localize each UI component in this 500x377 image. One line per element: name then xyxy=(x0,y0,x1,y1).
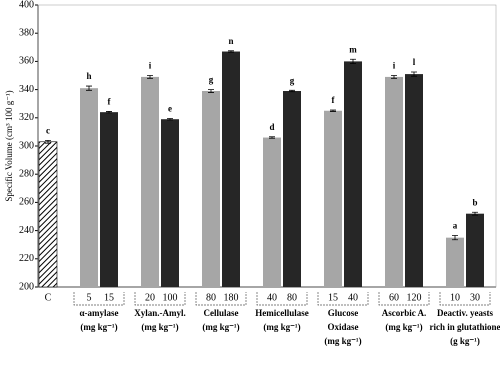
significance-letter: g xyxy=(209,75,214,85)
bar xyxy=(466,213,484,287)
y-tick-label: 280 xyxy=(19,168,34,179)
group-label: Ascorbic A. xyxy=(382,308,427,318)
group-bracket xyxy=(378,292,430,306)
x-tick-label: 80 xyxy=(287,292,297,303)
bar xyxy=(385,76,403,287)
bar xyxy=(405,74,423,287)
y-tick-label: 300 xyxy=(19,140,34,151)
x-tick-label: 20 xyxy=(145,292,155,303)
significance-letter: c xyxy=(46,125,50,135)
x-tick-label: 40 xyxy=(267,292,277,303)
x-tick-label: 100 xyxy=(163,292,178,303)
x-tick-label: 15 xyxy=(104,292,114,303)
group-bracket xyxy=(73,292,125,306)
y-tick-label: 360 xyxy=(19,56,34,67)
significance-letter: d xyxy=(269,122,274,132)
group-label: Glucose xyxy=(328,308,359,318)
x-tick-label: 60 xyxy=(389,292,399,303)
bar xyxy=(446,237,464,287)
group-label: Xylan.-Amyl. xyxy=(134,308,186,318)
group-label: (g kg⁻¹) xyxy=(450,336,480,346)
group-label: (mg kg⁻¹) xyxy=(324,336,361,346)
bar xyxy=(344,61,362,288)
error-bar xyxy=(228,50,234,53)
error-bar xyxy=(167,118,173,121)
bar xyxy=(161,119,179,288)
error-bar xyxy=(472,211,478,216)
significance-letter: f xyxy=(332,95,336,105)
group-label: Hemicellulase xyxy=(255,308,309,318)
y-tick-label: 200 xyxy=(19,281,34,292)
significance-letter: i xyxy=(393,61,396,71)
significance-letter: a xyxy=(453,221,458,231)
x-tick-label: 120 xyxy=(407,292,422,303)
x-tick-label: 5 xyxy=(87,292,92,303)
group-bracket xyxy=(439,292,491,306)
error-bar xyxy=(86,85,92,91)
group-label: α-amylase xyxy=(79,308,118,318)
significance-letter: f xyxy=(108,97,112,107)
bar xyxy=(222,51,240,287)
error-bar xyxy=(411,71,417,77)
significance-letter: b xyxy=(472,197,477,207)
error-bar xyxy=(452,235,458,241)
group-bracket xyxy=(256,292,308,306)
group-bracket xyxy=(195,292,247,306)
error-bar xyxy=(391,75,397,79)
error-bar xyxy=(147,75,153,79)
error-bar xyxy=(106,111,112,114)
x-tick-label: 10 xyxy=(450,292,460,303)
significance-letter: e xyxy=(168,104,172,114)
group-label: (mg kg⁻¹) xyxy=(202,322,239,332)
significance-letter: n xyxy=(228,36,233,46)
bar xyxy=(141,76,159,287)
significance-letter: i xyxy=(149,61,152,71)
group-label: (mg kg⁻¹) xyxy=(80,322,117,332)
error-bar xyxy=(289,89,295,93)
significance-letter: l xyxy=(413,57,416,67)
y-tick-label: 340 xyxy=(19,84,34,95)
group-bracket xyxy=(317,292,369,306)
significance-letter: h xyxy=(86,71,91,81)
bar xyxy=(80,88,98,287)
group-label: rich in glutathione xyxy=(429,322,500,332)
x-tick-label: 40 xyxy=(348,292,358,303)
error-bar xyxy=(208,89,214,93)
y-tick-label: 220 xyxy=(19,253,34,264)
group-label: Deactiv. yeasts xyxy=(437,308,493,318)
bar xyxy=(100,112,118,287)
group-label: Oxidase xyxy=(327,322,358,332)
y-tick-label: 380 xyxy=(19,27,34,38)
bar xyxy=(283,91,301,287)
y-tick-label: 260 xyxy=(19,197,34,208)
group-bracket xyxy=(134,292,186,306)
y-axis-label: Specific Volume (cm³ 100 g⁻¹) xyxy=(4,90,14,201)
y-tick-label: 240 xyxy=(19,225,34,236)
x-tick-label: 30 xyxy=(470,292,480,303)
group-label: Cellulase xyxy=(204,308,239,318)
y-tick-label: 400 xyxy=(19,0,34,10)
bar xyxy=(202,91,220,287)
error-bar xyxy=(269,136,275,139)
error-bar xyxy=(330,109,336,112)
group-label: (mg kg⁻¹) xyxy=(385,322,422,332)
group-label: (mg kg⁻¹) xyxy=(141,322,178,332)
bar xyxy=(263,137,281,287)
error-bar xyxy=(350,58,356,64)
significance-letter: m xyxy=(349,44,357,54)
x-tick-label: 80 xyxy=(206,292,216,303)
x-tick-label: C xyxy=(45,292,52,303)
x-tick-label: 180 xyxy=(224,292,239,303)
bar xyxy=(324,110,342,287)
significance-letter: g xyxy=(290,75,295,85)
bar xyxy=(38,141,58,288)
error-bar xyxy=(45,139,51,144)
group-label: (mg kg⁻¹) xyxy=(263,322,300,332)
y-tick-label: 320 xyxy=(19,112,34,123)
x-tick-label: 15 xyxy=(328,292,338,303)
